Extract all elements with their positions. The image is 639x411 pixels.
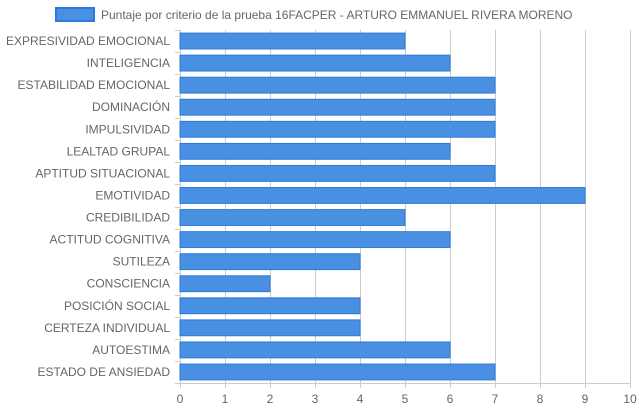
legend-swatch	[55, 7, 95, 22]
bar[interactable]	[179, 341, 451, 359]
bar[interactable]	[179, 54, 451, 72]
y-category-label: EMOTIVIDAD	[95, 188, 170, 202]
y-axis-labels: EXPRESIVIDAD EMOCIONAL INTELIGENCIA ESTABI…	[6, 34, 170, 379]
bar[interactable]	[179, 231, 451, 249]
y-category-label: CONSCIENCIA	[87, 277, 170, 291]
y-category-label: ESTABILIDAD EMOCIONAL	[18, 78, 171, 92]
x-tick-label: 9	[582, 392, 589, 406]
bar[interactable]	[179, 209, 406, 226]
legend-label: Puntaje por criterio de la prueba 16FACP…	[101, 8, 573, 22]
bar[interactable]	[179, 142, 451, 160]
y-category-label: INTELIGENCIA	[87, 56, 170, 70]
x-tick-label: 1	[222, 392, 229, 406]
y-category-label: DOMINACIÓN	[92, 99, 170, 114]
y-category-label: ACTITUD COGNITIVA	[50, 233, 170, 247]
bar[interactable]	[179, 187, 586, 204]
bar[interactable]	[179, 319, 361, 337]
x-tick-label: 2	[267, 392, 274, 406]
x-tick-label: 4	[357, 392, 364, 406]
y-category-label: CREDIBILIDAD	[86, 211, 170, 225]
y-category-label: POSICIÓN SOCIAL	[64, 298, 170, 313]
y-category-label: CERTEZA INDIVIDUAL	[44, 321, 170, 335]
y-category-label: ESTADO DE ANSIEDAD	[38, 365, 171, 379]
y-category-label: EXPRESIVIDAD EMOCIONAL	[6, 34, 170, 48]
bar[interactable]	[179, 275, 271, 293]
y-category-label: LEALTAD GRUPAL	[67, 144, 171, 158]
y-category-label: SUTILEZA	[113, 255, 170, 269]
y-category-label: APTITUD SITUACIONAL	[35, 166, 170, 180]
legend[interactable]: Puntaje por criterio de la prueba 16FACP…	[55, 7, 573, 22]
x-tick-label: 6	[447, 392, 454, 406]
y-category-label: IMPULSIVIDAD	[85, 122, 170, 136]
bars	[179, 32, 586, 381]
bar[interactable]	[179, 363, 496, 381]
x-tick-label: 3	[312, 392, 319, 406]
bar[interactable]	[179, 76, 496, 94]
bar[interactable]	[179, 164, 496, 182]
x-tick-label: 5	[402, 392, 409, 406]
x-axis-labels: 0 1 2 3 4 5 6 7 8 9 10	[177, 392, 637, 406]
x-tick-label: 10	[623, 392, 637, 406]
y-category-label: AUTOESTIMA	[92, 343, 170, 357]
bar[interactable]	[179, 253, 361, 271]
bar[interactable]	[179, 32, 406, 50]
x-tick-label: 0	[177, 392, 184, 406]
bar[interactable]	[179, 120, 496, 138]
x-tick-label: 7	[492, 392, 499, 406]
x-tick-label: 8	[537, 392, 544, 406]
bar[interactable]	[179, 297, 361, 315]
bar[interactable]	[179, 98, 496, 116]
